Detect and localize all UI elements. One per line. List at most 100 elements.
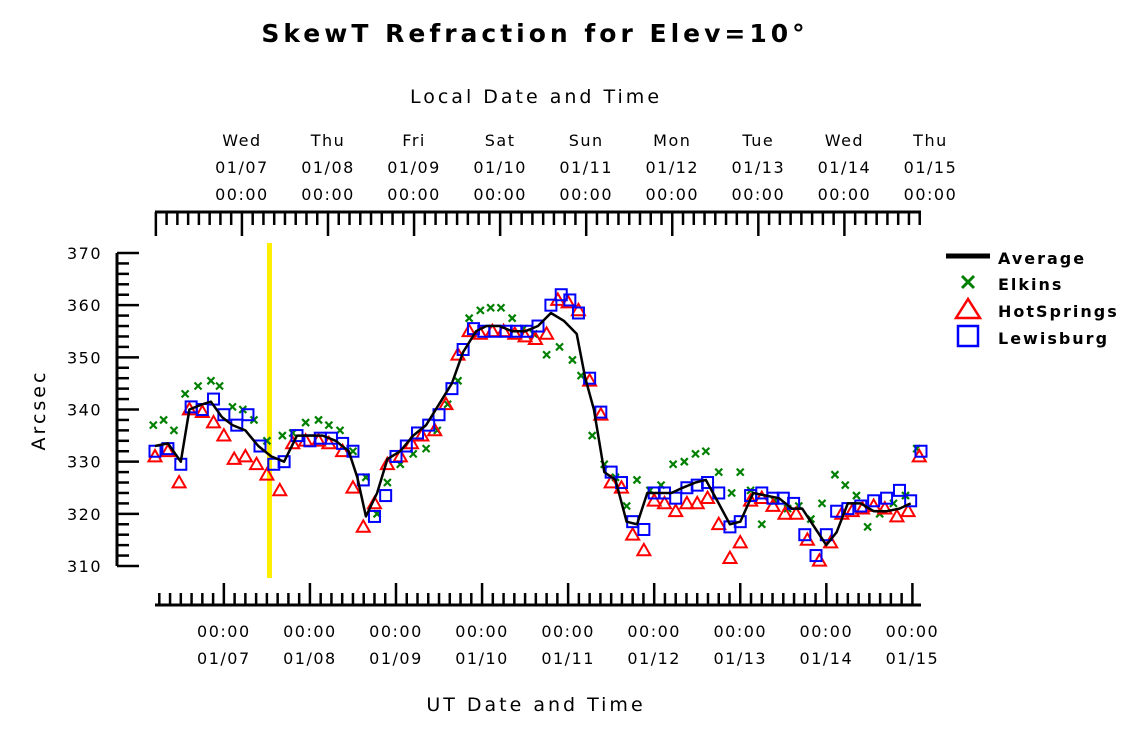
elkins-point-stroke xyxy=(180,389,190,399)
hotsprings-point xyxy=(472,325,489,340)
elkins-point xyxy=(507,313,517,323)
hotsprings-point xyxy=(822,534,839,549)
y-tick-label: 360 xyxy=(67,296,102,315)
hotsprings-point xyxy=(624,526,641,541)
bottom-tick-label-date: 01/12 xyxy=(627,649,681,668)
elkins-point-stroke xyxy=(555,342,564,352)
legend-label-elkins: Elkins xyxy=(998,275,1063,294)
elkins-point-stroke xyxy=(421,444,431,453)
bottom-tick-label-time: 00:00 xyxy=(369,622,423,641)
top-tick-label-time: 00:00 xyxy=(732,185,786,204)
elkins-point xyxy=(840,480,850,490)
top-tick-label-time: 00:00 xyxy=(301,185,355,204)
y-tick-label: 320 xyxy=(67,505,102,524)
hotsprings-point xyxy=(426,421,443,437)
hotsprings-point xyxy=(271,481,289,497)
elkins-point-stroke xyxy=(599,459,609,469)
elkins-point xyxy=(691,449,700,459)
top-tick-label-dow: Mon xyxy=(653,131,691,150)
bottom-tick-label-time: 00:00 xyxy=(283,622,337,641)
elkins-point-stroke xyxy=(840,480,850,490)
hotsprings-point xyxy=(248,455,265,471)
elkins-point xyxy=(830,470,840,479)
top-tick-label-dow: Wed xyxy=(222,131,261,150)
elkins-point-stroke xyxy=(507,313,517,323)
bottom-tick-label-time: 00:00 xyxy=(455,622,509,641)
bottom-tick-label-date: 01/08 xyxy=(283,649,337,668)
hotsprings-point xyxy=(437,395,455,411)
elkins-point xyxy=(555,342,564,352)
elkins-point-stroke xyxy=(486,303,495,313)
hotsprings-point xyxy=(379,455,396,471)
elkins-point-stroke xyxy=(587,431,597,440)
elkins-point xyxy=(863,522,872,532)
legend-swatch-x xyxy=(960,274,976,290)
series-layer xyxy=(146,288,928,567)
elkins-point xyxy=(568,355,577,365)
bottom-tick-label-date: 01/15 xyxy=(886,649,940,668)
lewisburg-point xyxy=(379,489,393,503)
hotsprings-point xyxy=(538,325,555,340)
elkins-point xyxy=(587,431,597,440)
lewisburg-point xyxy=(914,444,928,458)
top-tick-label-date: 01/12 xyxy=(645,158,699,177)
bottom-tick-label-date: 01/10 xyxy=(455,649,509,668)
hotsprings-point xyxy=(592,406,610,421)
hotsprings-point xyxy=(899,502,917,518)
legend-item-hotsprings: HotSprings xyxy=(953,296,1117,321)
elkins-point-stroke xyxy=(206,376,216,386)
top-tick-label-date: 01/15 xyxy=(904,158,958,177)
elkins-point xyxy=(735,467,745,477)
lewisburg-point xyxy=(531,319,545,333)
lewisburg-point xyxy=(669,491,683,505)
elkins-point-stroke xyxy=(680,457,689,466)
elkins-point-stroke xyxy=(701,446,711,456)
hotsprings-point xyxy=(344,479,362,494)
top-tick-label-dow: Thu xyxy=(310,131,346,150)
lewisburg-point xyxy=(367,509,381,523)
average-line xyxy=(154,311,912,547)
elkins-point xyxy=(169,426,179,435)
top-tick-label-dow: Sun xyxy=(569,131,604,150)
elkins-point xyxy=(464,313,474,323)
top-tick-label-date: 01/10 xyxy=(473,158,527,177)
lewisburg-point xyxy=(701,476,715,490)
bottom-axis: 00:00 01/07 00:00 01/08 00:00 01/09 00:00 01/10… xyxy=(155,583,940,668)
legend-swatch-triangle xyxy=(953,296,983,320)
bottom-tick-label-date: 01/07 xyxy=(197,649,251,668)
elkins-point-stroke xyxy=(149,420,158,430)
y-axis-title: Arcsec xyxy=(28,370,50,451)
hotsprings-point xyxy=(787,505,805,520)
top-tick-label-dow: Wed xyxy=(825,131,864,150)
bottom-tick-label-time: 00:00 xyxy=(541,622,595,641)
elkins-point-stroke xyxy=(727,488,736,498)
elkins-point-stroke xyxy=(806,514,816,524)
bottom-tick-label-time: 00:00 xyxy=(800,622,854,641)
lewisburg-point xyxy=(867,494,881,508)
elkins-point xyxy=(324,420,334,430)
series-elkins xyxy=(149,303,921,532)
top-tick-label-dow: Tue xyxy=(741,131,774,150)
top-tick-label-time: 00:00 xyxy=(645,185,699,204)
top-axis: Wed 01/07 00:00 Thu 01/08 00:00 Fri 01/09 00:00 S… xyxy=(154,131,958,236)
elkins-point-stroke xyxy=(324,420,334,430)
elkins-point-stroke xyxy=(408,449,418,459)
elkins-point-stroke xyxy=(817,499,827,508)
elkins-point-stroke xyxy=(889,499,898,508)
top-tick-label-time: 00:00 xyxy=(473,185,527,204)
elkins-point xyxy=(301,418,310,427)
top-tick-label-date: 01/13 xyxy=(732,158,786,177)
bottom-tick-label-date: 01/14 xyxy=(800,649,854,668)
top-tick-label-date: 01/14 xyxy=(818,158,872,177)
elkins-point xyxy=(496,303,506,313)
top-tick-label-time: 00:00 xyxy=(215,185,269,204)
bottom-tick-label-date: 01/11 xyxy=(541,649,595,668)
lewisburg-point xyxy=(563,293,577,307)
hotsprings-point xyxy=(799,531,816,546)
elkins-point xyxy=(215,381,224,391)
legend-label-average: Average xyxy=(998,249,1086,268)
elkins-point-stroke xyxy=(476,306,485,315)
elkins-point-stroke xyxy=(496,303,506,313)
elkins-point-stroke xyxy=(863,522,872,532)
